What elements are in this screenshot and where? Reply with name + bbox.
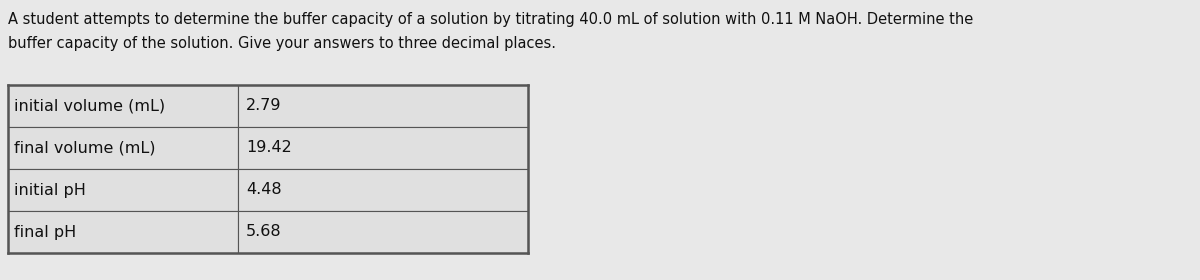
Text: initial volume (mL): initial volume (mL)	[14, 99, 166, 113]
Bar	[238, 211, 528, 253]
Bar	[238, 169, 528, 211]
Text: initial pH: initial pH	[14, 183, 86, 197]
Text: A student attempts to determine the buffer capacity of a solution by titrating 4: A student attempts to determine the buff…	[8, 12, 973, 27]
Bar	[8, 211, 238, 253]
Bar	[8, 169, 238, 211]
Bar	[8, 85, 238, 127]
Text: final volume (mL): final volume (mL)	[14, 141, 156, 155]
Bar	[238, 85, 528, 127]
Text: 5.68: 5.68	[246, 225, 282, 239]
Text: 19.42: 19.42	[246, 141, 292, 155]
Text: final pH: final pH	[14, 225, 77, 239]
Bar	[238, 127, 528, 169]
Text: 2.79: 2.79	[246, 99, 282, 113]
Bar	[8, 127, 238, 169]
Text: buffer capacity of the solution. Give your answers to three decimal places.: buffer capacity of the solution. Give yo…	[8, 36, 556, 51]
Text: 4.48: 4.48	[246, 183, 282, 197]
